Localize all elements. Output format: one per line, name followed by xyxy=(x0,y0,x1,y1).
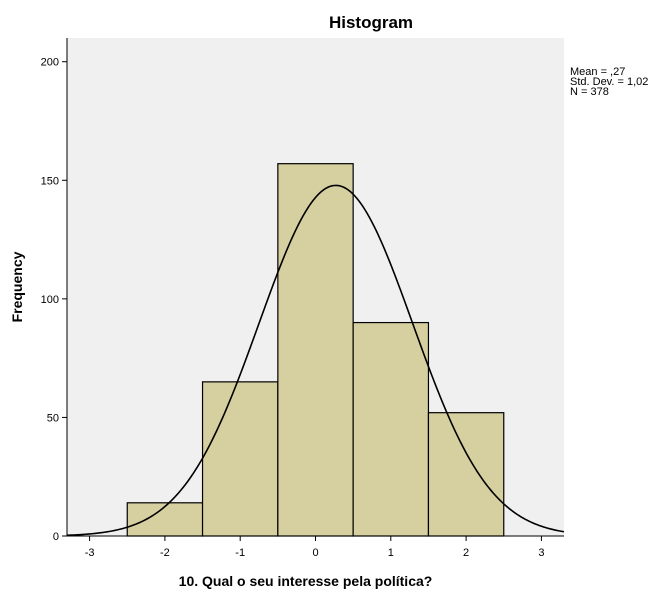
stats-line-2: N = 378 xyxy=(570,86,609,98)
x-tick-label: -3 xyxy=(85,547,95,559)
stats-line-0: Mean = ,27 xyxy=(570,66,625,78)
y-tick-label: 150 xyxy=(41,175,59,187)
normal-curve-layer xyxy=(66,184,565,537)
histogram-bar-3 xyxy=(352,321,430,537)
y-tick-label: 0 xyxy=(53,531,59,543)
chart-title: Histogram xyxy=(329,13,413,32)
histogram-bar-1 xyxy=(201,381,279,537)
x-tick-label: 1 xyxy=(388,547,394,559)
histogram-bar-0 xyxy=(126,502,204,537)
histogram-bars xyxy=(126,163,505,537)
normal-curve xyxy=(66,184,565,537)
x-tick-label: 0 xyxy=(312,547,318,559)
y-tick-label: 50 xyxy=(47,412,59,424)
x-tick-label: 3 xyxy=(538,547,544,559)
x-tick-label: 2 xyxy=(463,547,469,559)
stats-line-1: Std. Dev. = 1,02 xyxy=(570,76,648,88)
histogram-bar-4 xyxy=(427,412,505,537)
x-tick-label: -1 xyxy=(235,547,245,559)
histogram-bar-2 xyxy=(277,163,354,537)
y-tick-label: 200 xyxy=(41,57,59,69)
y-axis-label: Frequency xyxy=(9,251,25,322)
x-axis-label: 10. Qual o seu interesse pela política? xyxy=(179,573,433,589)
tick-labels: 0 50 100 150 200 -3 -2 -1 0 1 2 3 xyxy=(41,57,545,559)
x-tick-label: -2 xyxy=(160,547,170,559)
y-tick-label: 100 xyxy=(41,294,59,306)
